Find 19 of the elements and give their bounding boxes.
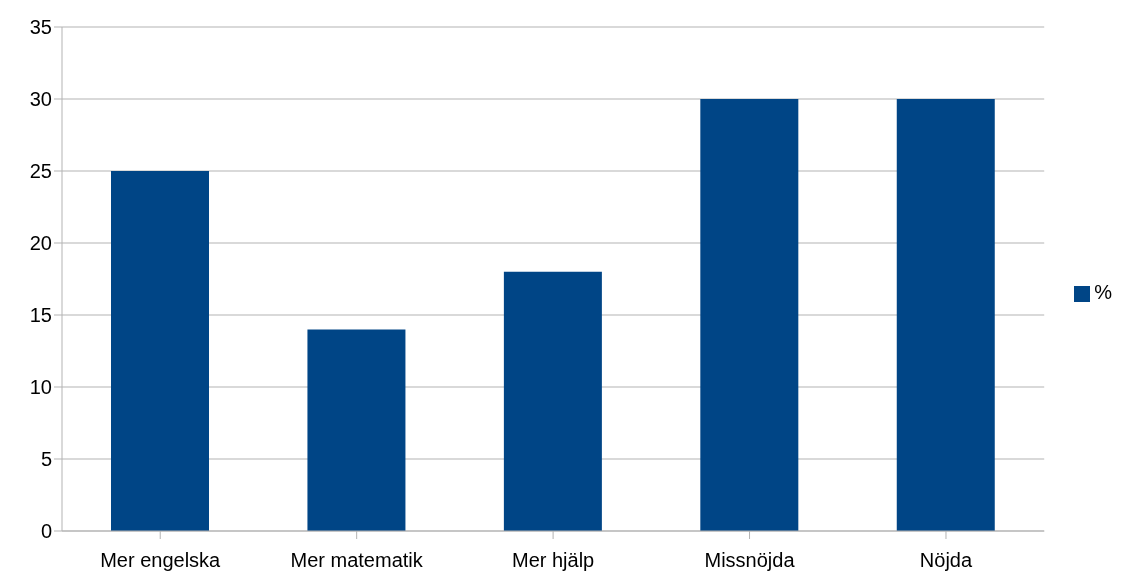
x-tick-label: Mer hjälp xyxy=(511,549,595,572)
x-tick-label: Mer matematik xyxy=(290,549,424,572)
bar xyxy=(896,99,995,531)
x-tick-label: Nöjda xyxy=(919,549,973,572)
y-tick-label: 10 xyxy=(29,376,52,399)
y-tick-label: 5 xyxy=(40,448,52,471)
y-tick-label: 30 xyxy=(29,88,52,111)
y-tick-label: 15 xyxy=(29,304,52,327)
bar xyxy=(307,329,406,531)
x-tick-label: Missnöjda xyxy=(704,549,796,572)
y-tick-label: 35 xyxy=(29,16,52,39)
bar xyxy=(503,271,602,531)
legend-label: % xyxy=(1094,281,1112,303)
y-tick-label: 25 xyxy=(29,160,52,183)
bar xyxy=(700,99,799,531)
x-tick-label: Mer engelska xyxy=(100,549,222,572)
bar xyxy=(111,171,209,531)
y-tick-label: 0 xyxy=(40,520,52,543)
y-tick-label: 20 xyxy=(29,232,52,255)
